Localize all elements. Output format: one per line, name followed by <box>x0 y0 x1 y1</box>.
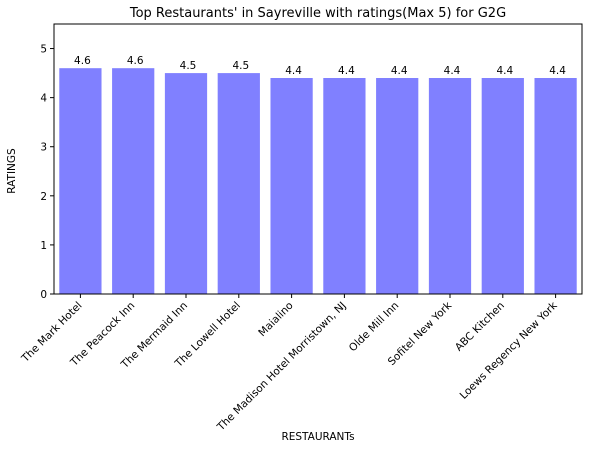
data-label: 4.4 <box>338 65 355 77</box>
y-tick-label: 3 <box>40 142 47 154</box>
y-tick-label: 0 <box>40 289 47 301</box>
bar <box>217 73 260 294</box>
bar <box>376 78 419 294</box>
y-axis-label: RATINGS <box>6 148 18 194</box>
bar <box>164 73 208 294</box>
y-tick-label: 1 <box>40 240 47 252</box>
y-tick-label: 5 <box>40 44 47 56</box>
x-tick-label: Olde Mill Inn <box>347 300 402 355</box>
bar <box>428 78 472 294</box>
data-label: 4.6 <box>127 55 144 67</box>
bar <box>59 68 102 294</box>
y-tick-label: 4 <box>40 93 47 105</box>
data-label: 4.4 <box>496 65 513 77</box>
data-label: 4.4 <box>549 65 566 77</box>
y-tick-label: 2 <box>40 191 47 203</box>
data-label: 4.5 <box>232 60 249 72</box>
data-labels-layer: 4.6 4.6 4.5 4.5 4.4 4.4 4.4 4.4 4.4 4.4 <box>74 55 566 77</box>
bar <box>270 78 313 294</box>
bar <box>481 78 524 294</box>
y-axis: 0 1 2 3 4 5 <box>40 44 54 301</box>
data-label: 4.4 <box>391 65 408 77</box>
bar <box>112 68 155 294</box>
data-label: 4.6 <box>74 55 91 67</box>
data-label: 4.4 <box>444 65 461 77</box>
plot-frame <box>53 23 583 295</box>
x-axis-label: RESTAURANTs <box>281 431 354 443</box>
x-tick-label: ABC Kitchen <box>453 300 507 354</box>
x-tick-label: Loews Regency New York <box>458 299 561 402</box>
bar <box>534 78 577 294</box>
data-label: 4.5 <box>180 60 197 72</box>
chart-title: Top Restaurants' in Sayreville with rati… <box>129 6 506 21</box>
x-tick-label: Maialino <box>256 300 295 339</box>
bars-layer <box>59 68 577 294</box>
data-label: 4.4 <box>285 65 302 77</box>
bar <box>323 78 366 294</box>
